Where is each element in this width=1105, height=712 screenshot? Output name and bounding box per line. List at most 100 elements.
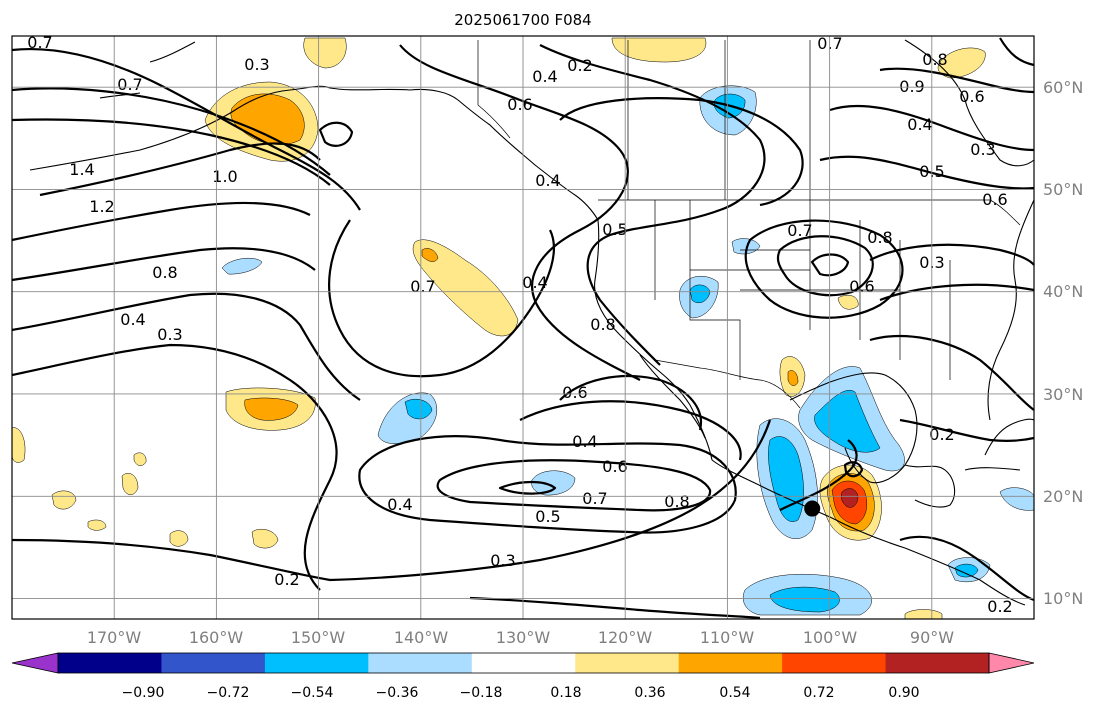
lon-tick-label: 160°W [189, 628, 244, 647]
contour-label: 0.2 [929, 425, 954, 444]
lon-tick-label: 120°W [598, 628, 653, 647]
anomaly-region-central-america-neg-core [954, 563, 979, 578]
contour-line [744, 219, 904, 319]
colorbar-segment [58, 653, 162, 673]
contour-line [810, 253, 850, 277]
contour-line [11, 343, 338, 591]
anomaly-region-northeast [937, 47, 986, 79]
contour-label: 0.4 [535, 171, 560, 190]
coastline-mexico-pacific [711, 459, 1026, 606]
colorbar-tick-labels: −0.90 −0.72 −0.54 −0.36 −0.18 0.18 0.36 … [122, 685, 920, 701]
map-frame [11, 35, 1035, 620]
colorbar-segment [471, 653, 576, 673]
contour-line [11, 118, 331, 186]
colorbar-tick-label: −0.18 [460, 685, 503, 701]
contour-label: 0.8 [867, 228, 892, 247]
contour-label: 0.7 [582, 489, 607, 508]
lon-tick-label: 130°W [496, 628, 551, 647]
colorbar-segment [264, 653, 369, 673]
contour-label: 0.4 [572, 432, 597, 451]
lat-tick-label: 10°N [1043, 589, 1083, 608]
colorbar-tick-label: 0.36 [634, 685, 665, 701]
coastline-us-west [594, 219, 713, 461]
colorbar-segment [885, 653, 990, 673]
colorbar-segment [161, 653, 266, 673]
colorbar-under-extension [11, 652, 59, 674]
storm-center-marker [804, 500, 821, 517]
contour-line [899, 418, 1035, 442]
contour-line [11, 247, 316, 282]
colorbar-over-extension [988, 652, 1035, 674]
contour-label: 0.2 [567, 56, 592, 75]
lon-tick-label: 150°W [291, 628, 346, 647]
anomaly-region-top-center [611, 37, 707, 63]
anomaly-region-small-6 [87, 519, 107, 531]
lat-tick-label: 30°N [1043, 385, 1083, 404]
anomaly-region-small-7 [169, 530, 189, 547]
colorbar-tick-label: 0.54 [719, 685, 750, 701]
contour-label: 0.7 [787, 221, 812, 240]
contour-label: 0.8 [922, 50, 947, 69]
lat-tick-labels: 10°N 20°N 30°N 40°N 50°N 60°N [1043, 78, 1083, 608]
anomaly-region-south-mexico-pos-max [840, 488, 859, 508]
anomaly-region-plains-pos [837, 295, 859, 310]
coastline-hudson-bay [904, 39, 1035, 167]
anomaly-region-small-2 [51, 490, 77, 510]
contour-label: 0.6 [982, 190, 1007, 209]
contour-line [843, 461, 864, 478]
contour-line [829, 104, 1035, 152]
lat-tick-label: 50°N [1043, 180, 1083, 199]
coastline-florida-cuba [964, 418, 1035, 471]
coastline-yucatan [904, 464, 956, 508]
coastline-baja [639, 354, 706, 439]
colorbar-tick-label: 0.72 [803, 685, 834, 701]
anomaly-region-pacific-streak-core [421, 248, 439, 262]
anomaly-region-small-3 [121, 473, 139, 495]
colorbar-segment [575, 653, 680, 673]
contour-line [559, 374, 703, 431]
border-us-states [654, 200, 951, 380]
contour-label: 0.9 [899, 77, 924, 96]
graticule [12, 36, 1034, 619]
contour-label: 0.4 [522, 273, 547, 292]
contour-line [559, 97, 804, 207]
anomaly-region-small-5 [251, 529, 279, 549]
contour-line [869, 334, 1035, 411]
contour-line [779, 439, 858, 511]
anomaly-region-pacific-neg-core [404, 399, 433, 420]
contour-label: 0.8 [664, 492, 689, 511]
lon-tick-label: 90°W [910, 628, 954, 647]
contour-label: 0.4 [532, 67, 557, 86]
lon-tick-label: 110°W [700, 628, 755, 647]
contour-label: 0.7 [27, 33, 52, 52]
contour-line [999, 37, 1035, 67]
colorbar-segments [11, 652, 1035, 674]
colorbar: −0.90 −0.72 −0.54 −0.36 −0.18 0.18 0.36 … [11, 652, 1035, 701]
border-us-mexico [654, 359, 801, 409]
contour-label: 0.4 [907, 115, 932, 134]
contour-line [498, 480, 557, 495]
contour-label: 0.4 [120, 310, 145, 329]
coastline-canada-bc [574, 194, 599, 221]
contour-label: 0.6 [507, 95, 532, 114]
contour-line [328, 219, 555, 378]
colorbar-segment [782, 653, 887, 673]
contour-line [399, 44, 641, 381]
anomaly-region-gulf-mexico-neg-core [814, 390, 881, 453]
contour-label: 0.8 [152, 263, 177, 282]
colorbar-tick-label: 0.90 [888, 685, 919, 701]
contour-label: 0.5 [535, 507, 560, 526]
contour-label: 0.4 [387, 495, 412, 514]
coastlines [29, 39, 1035, 606]
colorbar-tick-label: −0.72 [207, 685, 250, 701]
contour-label: 0.8 [590, 315, 615, 334]
border-us-canada [598, 199, 1021, 226]
lon-tick-labels: 170°W 160°W 150°W 140°W 130°W 120°W 110°… [87, 628, 954, 647]
contour-line [11, 47, 361, 211]
colorbar-frame [57, 652, 990, 674]
anomaly-region-west-neg [221, 257, 263, 275]
lon-tick-label: 170°W [87, 628, 142, 647]
colorbar-tick-label: −0.36 [376, 685, 419, 701]
coastline-atlantic [987, 199, 1035, 421]
